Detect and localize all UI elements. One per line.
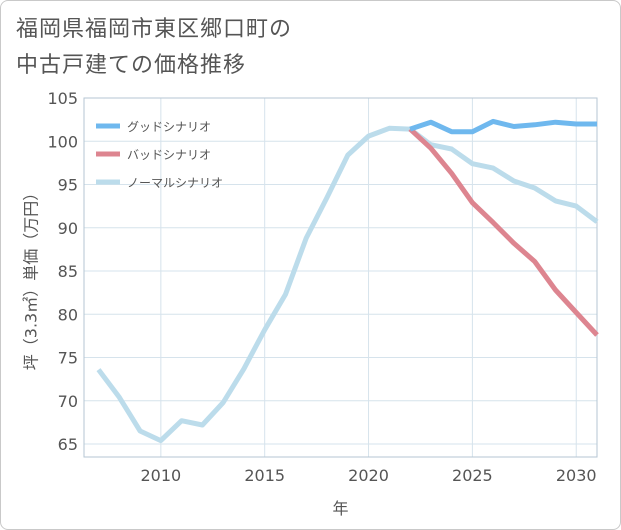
tick-labels: 65 70 75 80 85 90 95 100 105 2010 2015 2020 2025 2030 (47, 89, 596, 485)
y-tick-label: 85 (58, 262, 78, 281)
y-tick-label: 80 (58, 305, 78, 324)
legend-label: バッドシナリオ (127, 148, 211, 162)
legend-label: ノーマルシナリオ (127, 176, 223, 190)
y-tick-label: 90 (58, 219, 78, 238)
chart-title: 福岡県福岡市東区郷口町の 中古戸建ての価格推移 (16, 12, 292, 84)
y-tick-label: 100 (47, 132, 78, 151)
x-axis-title: 年 (332, 499, 348, 518)
y-tick-label: 105 (47, 89, 78, 108)
x-tick-label: 2020 (348, 466, 389, 485)
series-line-3 (96, 125, 599, 444)
y-tick-label: 75 (58, 349, 78, 368)
y-axis-title: 坪（3.3㎡）単価（万円） (22, 185, 41, 370)
series-line-1 (409, 118, 597, 135)
y-tick-label: 70 (58, 392, 78, 411)
plot-area (83, 97, 598, 458)
grid-lines (84, 97, 597, 457)
y-tick-label: 95 (58, 176, 78, 195)
series-lines (96, 118, 599, 444)
x-tick-label: 2015 (244, 466, 285, 485)
chart-title-line-1: 福岡県福岡市東区郷口町の (16, 17, 293, 42)
series-line-2 (408, 127, 599, 337)
y-tick-label: 65 (58, 435, 78, 454)
legend-label: グッドシナリオ (127, 120, 211, 134)
x-tick-label: 2025 (452, 466, 493, 485)
x-tick-label: 2030 (556, 466, 597, 485)
x-tick-label: 2010 (140, 466, 181, 485)
chart-title-line-2: 中古戸建ての価格推移 (16, 53, 247, 78)
